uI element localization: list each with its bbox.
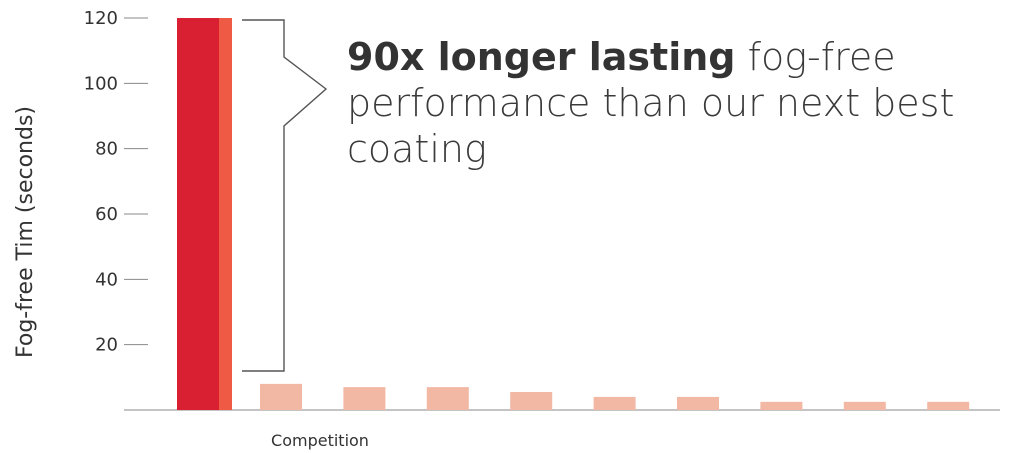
y-axis-label: Fog-free Tim (seconds) [13,106,38,358]
featured-bar [177,18,219,410]
annotation-rest: fog-free performance than our next best … [347,35,955,171]
y-tick-label: 100 [84,73,118,94]
y-tick-label: 80 [95,139,118,160]
competition-bar [927,401,970,410]
x-axis-label: Competition [271,431,369,450]
featured-bar-secondary [219,18,232,410]
competition-bar [760,401,803,410]
annotation-bold: 90x longer lasting [347,35,736,79]
y-tick-label: 20 [95,335,118,356]
competition-bar [677,396,719,410]
competition-bar [343,387,386,410]
competition-bar [426,387,469,410]
annotation-text: 90x longer lasting fog-free performance … [347,34,987,172]
competition-bar [843,401,886,410]
y-axis-ticks: 20 40 60 80 100 120 [84,8,148,356]
bars [177,18,970,410]
competition-bar [260,383,302,410]
competition-bar [510,392,553,410]
y-tick-label: 60 [95,204,118,225]
y-tick-label: 40 [95,269,118,290]
competition-bar [593,396,636,410]
annotation-bracket [242,19,328,372]
y-tick-label: 120 [84,8,118,29]
